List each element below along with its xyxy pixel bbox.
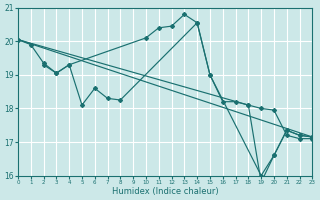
X-axis label: Humidex (Indice chaleur): Humidex (Indice chaleur) bbox=[112, 187, 219, 196]
